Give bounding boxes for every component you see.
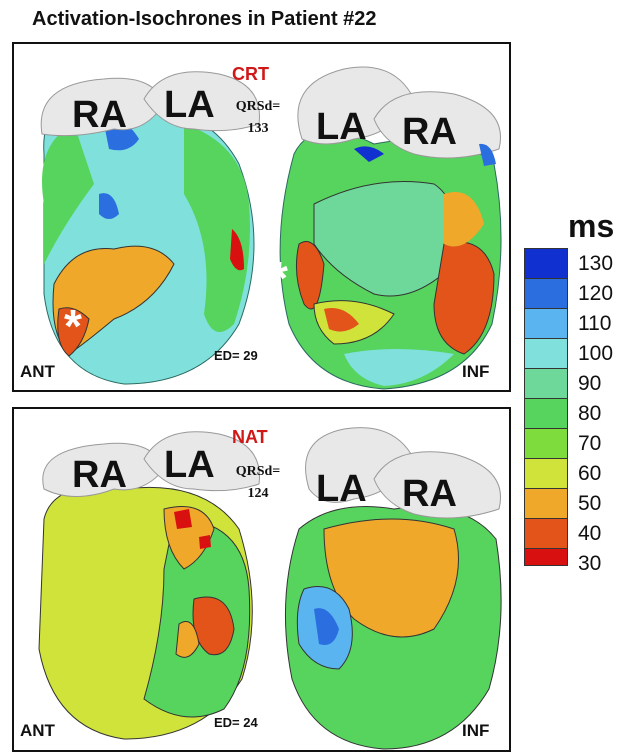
crt-ant-atrium-ra: RA [72,94,127,136]
nat-heart-maps: RA LA LA RA [38,427,502,750]
crt-view-ant: ANT [20,362,55,381]
legend-colorbar [524,248,568,566]
legend-swatch [525,369,567,399]
nat-inf-atrium-ra: RA [402,473,457,515]
legend-tick-label: 100 [578,342,614,365]
legend-tick-label: 80 [578,402,602,425]
crt-qrs-value: 133 [247,121,269,136]
nat-ant-atrium-la: LA [164,444,215,486]
crt-view-inf: INF [462,362,490,381]
nat-view-inf: INF [462,721,490,740]
nat-qrs-block: QRSd= 124 [226,461,290,505]
nat-inf-atrium-la: LA [316,468,367,510]
legend-swatch [525,429,567,459]
crt-pacing-marker-inf: * [270,252,288,304]
crt-pacing-marker-ant: * [64,300,82,352]
legend-swatch [525,339,567,369]
legend-swatch [525,549,567,565]
legend-swatch [525,399,567,429]
nat-inf-heart: LA RA [284,427,502,750]
nat-ant-heart: RA LA [38,431,260,740]
panel-nat: RA LA LA RA NAT QRSd= 124 ANT ED= 24 INF [12,407,511,752]
nat-ed-label: ED= 24 [214,715,258,730]
panel-crt: RA LA * LA RA * CRT QRSd= 133 ANT ED [12,42,511,392]
legend-tick-label: 40 [578,522,602,545]
nat-qrs-value: 124 [247,486,269,501]
legend-tick-label: 70 [578,432,602,455]
legend-swatch [525,459,567,489]
figure-title: Activation-Isochrones in Patient #22 [32,8,377,30]
crt-ed-label: ED= 29 [214,348,258,363]
crt-ant-heart: RA LA * [40,71,260,385]
crt-qrs-block: QRSd= 133 [226,96,290,140]
nat-condition-label: NAT [232,427,268,447]
legend-swatch [525,489,567,519]
crt-qrs-label: QRSd= [235,99,281,114]
crt-inf-heart: LA RA * [270,66,502,390]
crt-inf-atrium-la: LA [316,106,367,148]
legend-tick-label: 50 [578,492,602,515]
legend-tick-label: 120 [578,282,614,305]
legend-tick-label: 60 [578,462,602,485]
legend-tick-label: 30 [578,552,602,575]
nat-ant-atrium-ra: RA [72,454,127,496]
legend-swatch [525,279,567,309]
nat-qrs-label: QRSd= [235,464,281,479]
legend-swatch [525,249,567,279]
crt-ant-atrium-la: LA [164,84,215,126]
legend-swatch [525,519,567,549]
crt-condition-label: CRT [232,64,269,84]
legend-swatch [525,309,567,339]
legend-tick-label: 110 [578,312,612,335]
legend-tick-label: 130 [578,252,614,275]
legend-unit: ms [568,208,615,244]
nat-view-ant: ANT [20,721,55,740]
legend-tick-label: 90 [578,372,602,395]
crt-inf-atrium-ra: RA [402,111,457,153]
crt-heart-maps: RA LA * LA RA * [40,66,502,390]
